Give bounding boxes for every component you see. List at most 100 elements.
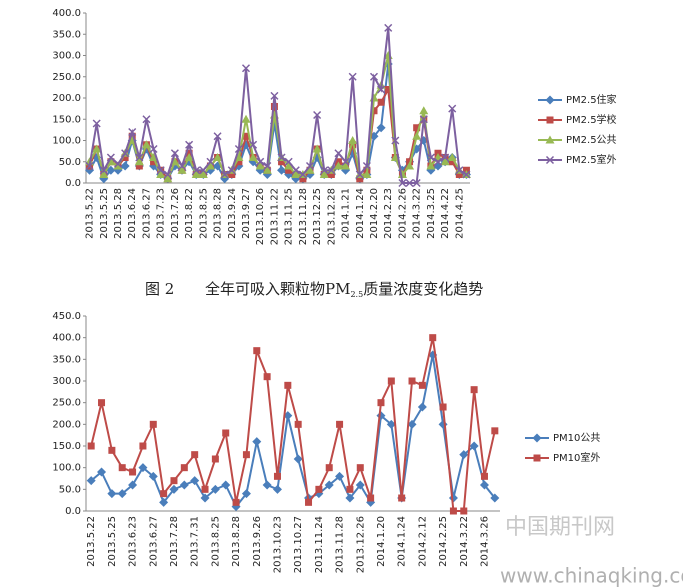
- marker: [177, 161, 187, 171]
- marker: [262, 480, 272, 490]
- marker: [377, 85, 386, 94]
- marker: [284, 161, 294, 170]
- marker: [191, 451, 199, 459]
- marker: [129, 468, 137, 476]
- x-tick-label: 2014.3.25: [426, 188, 437, 239]
- marker: [99, 166, 108, 175]
- marker: [249, 140, 258, 149]
- marker: [253, 347, 261, 355]
- marker: [333, 161, 343, 170]
- marker: [148, 471, 158, 481]
- marker: [305, 165, 315, 174]
- marker: [98, 399, 106, 407]
- marker: [315, 485, 323, 493]
- marker: [447, 153, 457, 161]
- marker: [150, 158, 158, 166]
- marker: [405, 161, 415, 170]
- marker: [262, 165, 272, 174]
- marker: [305, 498, 313, 506]
- y-tick-label: 50.0: [59, 484, 81, 495]
- marker: [384, 23, 393, 32]
- marker: [120, 161, 130, 171]
- marker: [294, 420, 302, 428]
- marker: [270, 103, 278, 110]
- marker: [206, 157, 215, 166]
- marker: [419, 115, 428, 124]
- marker: [92, 144, 102, 153]
- marker: [191, 170, 201, 178]
- marker: [234, 144, 243, 154]
- marker: [480, 472, 488, 480]
- marker: [324, 480, 334, 490]
- marker: [192, 166, 201, 175]
- marker: [391, 136, 400, 145]
- marker: [213, 153, 223, 161]
- marker: [335, 471, 345, 481]
- marker: [284, 157, 293, 166]
- marker: [387, 377, 395, 385]
- marker: [355, 170, 364, 179]
- y-tick-label: 250.0: [52, 398, 81, 409]
- marker: [86, 476, 96, 486]
- marker: [221, 480, 231, 490]
- marker: [405, 178, 414, 188]
- x-tick-label: 2013.10.23: [272, 516, 283, 573]
- marker: [291, 166, 300, 175]
- marker: [149, 153, 159, 161]
- legend-marker: [533, 454, 541, 462]
- marker: [113, 161, 123, 170]
- marker: [241, 64, 251, 73]
- x-tick-label: 2013.7.23: [156, 188, 167, 239]
- marker: [128, 480, 138, 490]
- x-tick-label: 2013.12.28: [326, 188, 337, 245]
- marker: [376, 123, 386, 133]
- marker: [362, 170, 372, 178]
- legend-label: PM10室外: [553, 451, 600, 464]
- x-tick-label: 2013.10.27: [293, 516, 304, 573]
- marker: [348, 136, 358, 144]
- marker: [327, 171, 335, 178]
- marker: [201, 485, 209, 493]
- x-tick-label: 2013.6.27: [141, 188, 152, 239]
- y-tick-label: 350.0: [52, 29, 81, 40]
- caption-text: 全年可吸入颗粒物PM2.5质量浓度变化趋势: [205, 280, 483, 299]
- marker: [377, 399, 385, 407]
- marker: [356, 464, 364, 472]
- x-tick-label: 2014.1.20: [376, 516, 387, 567]
- marker: [170, 477, 178, 485]
- marker: [412, 178, 421, 188]
- x-tick-label: 2014.3.26: [479, 516, 490, 567]
- marker: [305, 161, 315, 171]
- x-tick-label: 2014.2.26: [397, 188, 408, 239]
- marker: [459, 450, 469, 460]
- marker: [479, 480, 489, 490]
- marker: [160, 490, 168, 498]
- marker: [313, 110, 322, 120]
- x-tick-label: 2013.6.23: [128, 516, 139, 567]
- marker: [386, 419, 396, 429]
- marker: [177, 165, 187, 174]
- marker: [263, 373, 271, 381]
- marker: [113, 159, 123, 168]
- marker: [398, 178, 407, 188]
- marker: [199, 166, 208, 175]
- watermark-name: 中国期刊网: [505, 515, 615, 540]
- marker: [248, 153, 258, 161]
- marker: [341, 161, 351, 170]
- marker: [252, 437, 262, 447]
- x-tick-label: 2013.7.28: [169, 516, 180, 567]
- x-tick-label: 2014.2.20: [369, 188, 380, 239]
- legend-label: PM2.5住家: [566, 93, 617, 106]
- y-tick-label: 150.0: [52, 114, 81, 125]
- x-tick-label: 2013.11.28: [335, 516, 346, 573]
- x-tick-label: 2013.8.28: [231, 516, 242, 567]
- x-tick-label: 2013.9.24: [227, 188, 238, 239]
- marker: [448, 104, 457, 113]
- marker: [170, 149, 179, 158]
- marker: [377, 98, 385, 106]
- marker: [232, 498, 240, 506]
- x-tick-label: 2013.6.27: [148, 516, 159, 567]
- x-tick-label: 2013.10.26: [255, 188, 266, 245]
- marker: [228, 171, 236, 178]
- marker: [220, 170, 229, 179]
